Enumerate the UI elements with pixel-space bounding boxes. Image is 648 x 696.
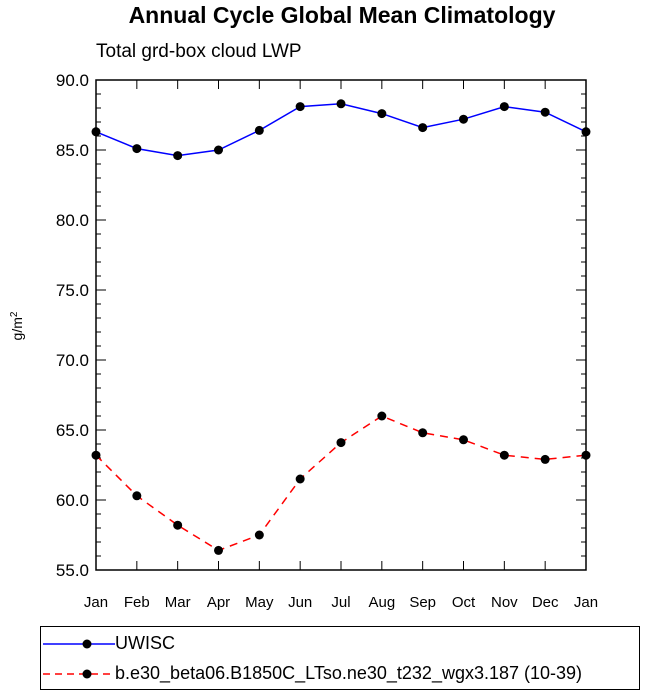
data-point	[581, 127, 591, 137]
legend-item-model-run: b.e30_beta06.B1850C_LTso.ne30_t232_wgx3.…	[41, 659, 639, 689]
y-tick-label: 55.0	[56, 561, 89, 580]
data-point	[499, 450, 509, 460]
data-point	[173, 151, 183, 161]
data-point	[540, 454, 550, 464]
data-point	[173, 520, 183, 530]
data-point	[377, 411, 387, 421]
x-tick-label: Oct	[452, 594, 476, 611]
x-tick-label: Nov	[491, 594, 518, 611]
series-line-0	[95, 103, 587, 157]
axes: 55.0 60.0 65.0 70.0 75.0 80.0 85.0 90.0 Jan Feb Ma…	[56, 71, 598, 611]
x-tick-label: Jan	[574, 594, 598, 611]
x-tick-label: Feb	[124, 594, 150, 611]
data-point	[418, 123, 428, 133]
data-point	[418, 428, 428, 438]
y-tick-label: 60.0	[56, 491, 89, 510]
legend-label: b.e30_beta06.B1850C_LTso.ne30_t232_wgx3.…	[115, 663, 583, 683]
data-point	[214, 545, 223, 555]
y-axis-label: g/m2	[9, 311, 26, 340]
x-tick-label: Apr	[207, 594, 230, 611]
data-point	[377, 109, 387, 119]
y-tick-label: 80.0	[56, 211, 89, 230]
legend-item-uwisc: UWISC	[41, 629, 639, 659]
legend-label: UWISC	[115, 633, 175, 653]
y-tick-label: 75.0	[56, 281, 89, 300]
x-tick-label: Jan	[84, 594, 108, 611]
x-tick-label: May	[245, 594, 274, 611]
data-point	[336, 438, 346, 448]
x-tick-label: Dec	[532, 594, 559, 611]
x-tick-label: Sep	[409, 594, 436, 611]
y-tick-label: 90.0	[56, 71, 89, 90]
x-tick-label: Aug	[368, 594, 395, 611]
legend: UWISC b.e30_beta06.B1850C_LTso.ne30_t232…	[40, 626, 640, 690]
data-point	[132, 144, 142, 154]
x-tick-label: Mar	[165, 594, 191, 611]
data-point	[295, 102, 305, 112]
chart-subtitle: Total grd-box cloud LWP	[96, 41, 302, 62]
data-point	[254, 125, 264, 135]
x-tick-label: Jul	[331, 594, 350, 611]
y-tick-label: 65.0	[56, 421, 89, 440]
legend-line-swatch-model-run	[43, 669, 115, 679]
data-point	[295, 474, 305, 484]
data-point	[254, 530, 264, 540]
data-point	[336, 99, 346, 109]
data-point	[132, 491, 142, 501]
data-point	[581, 450, 591, 460]
series-line-1	[95, 415, 587, 552]
legend-line-swatch-uwisc	[43, 639, 115, 649]
chart-title: Annual Cycle Global Mean Climatology	[128, 2, 556, 28]
data-point	[459, 114, 468, 124]
series-layer	[91, 99, 591, 555]
data-point	[91, 450, 101, 460]
y-tick-label: 70.0	[56, 351, 89, 370]
y-tick-label: 85.0	[56, 141, 89, 160]
x-tick-label: Jun	[288, 594, 312, 611]
data-point	[214, 145, 223, 155]
data-point	[459, 435, 468, 445]
line-chart: 55.0 60.0 65.0 70.0 75.0 80.0 85.0 90.0 Jan Feb Ma…	[9, 71, 599, 611]
data-point	[499, 102, 509, 112]
data-point	[540, 107, 550, 117]
data-point	[91, 127, 101, 137]
